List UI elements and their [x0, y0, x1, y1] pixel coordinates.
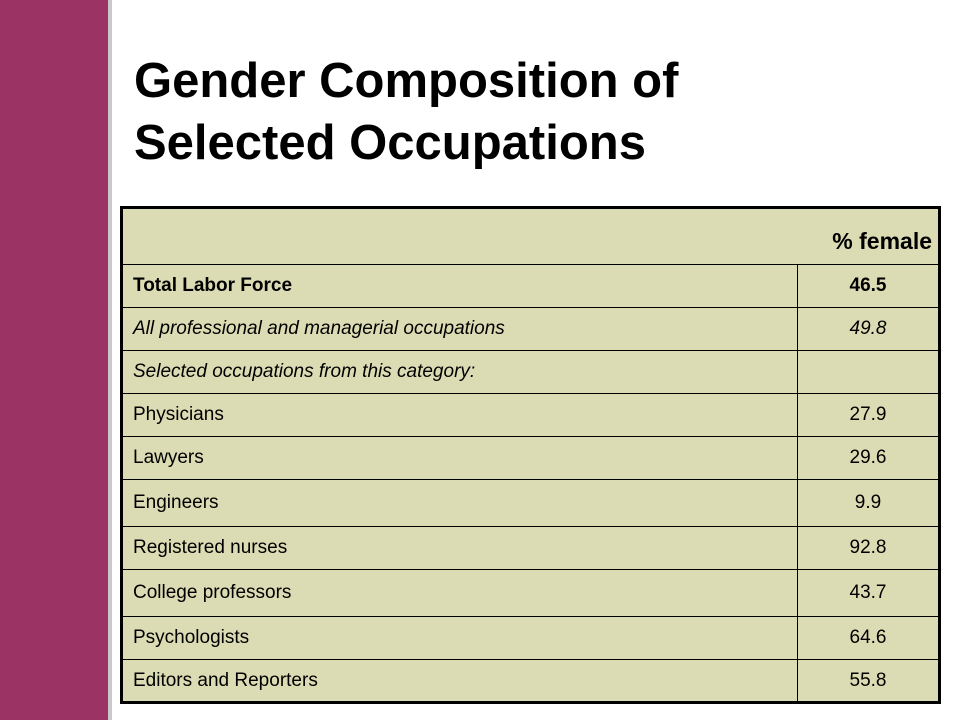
row-label: Lawyers [121, 436, 798, 480]
row-label: Psychologists [121, 616, 798, 660]
row-label: Selected occupations from this category: [121, 350, 798, 394]
table-row: Selected occupations from this category: [121, 350, 940, 394]
row-label: Total Labor Force [121, 264, 798, 308]
row-value [797, 350, 940, 394]
table-row: All professional and managerial occupati… [121, 307, 940, 351]
title-line-1: Gender Composition of [134, 54, 679, 108]
column-header-percent-female: % female [121, 207, 940, 265]
table-row: Editors and Reporters 55.8 [121, 659, 940, 703]
row-value: 46.5 [797, 264, 940, 308]
table-row: Engineers 9.9 [121, 479, 940, 527]
row-label: Editors and Reporters [121, 659, 798, 703]
row-value: 55.8 [797, 659, 940, 703]
table-row: Registered nurses 92.8 [121, 526, 940, 570]
row-value: 27.9 [797, 393, 940, 437]
table-row: College professors 43.7 [121, 569, 940, 617]
occupation-table: % female Total Labor Force 46.5 All prof… [120, 206, 941, 704]
side-bar-divider [108, 0, 112, 720]
row-label: Engineers [121, 479, 798, 527]
table-row: Psychologists 64.6 [121, 616, 940, 660]
row-label: Registered nurses [121, 526, 798, 570]
row-value: 43.7 [797, 569, 940, 617]
table-row: Lawyers 29.6 [121, 436, 940, 480]
accent-side-bar [0, 0, 108, 720]
row-label: College professors [121, 569, 798, 617]
title-line-2: Selected Occupations [134, 116, 646, 170]
row-value: 64.6 [797, 616, 940, 660]
row-label: Physicians [121, 393, 798, 437]
table-row: Physicians 27.9 [121, 393, 940, 437]
page-title: Gender Composition of Selected Occupatio… [134, 50, 914, 174]
row-value: 92.8 [797, 526, 940, 570]
table-header-row: % female [121, 207, 940, 265]
table-row: Total Labor Force 46.5 [121, 264, 940, 308]
row-value: 29.6 [797, 436, 940, 480]
row-value: 9.9 [797, 479, 940, 527]
row-value: 49.8 [797, 307, 940, 351]
row-label: All professional and managerial occupati… [121, 307, 798, 351]
